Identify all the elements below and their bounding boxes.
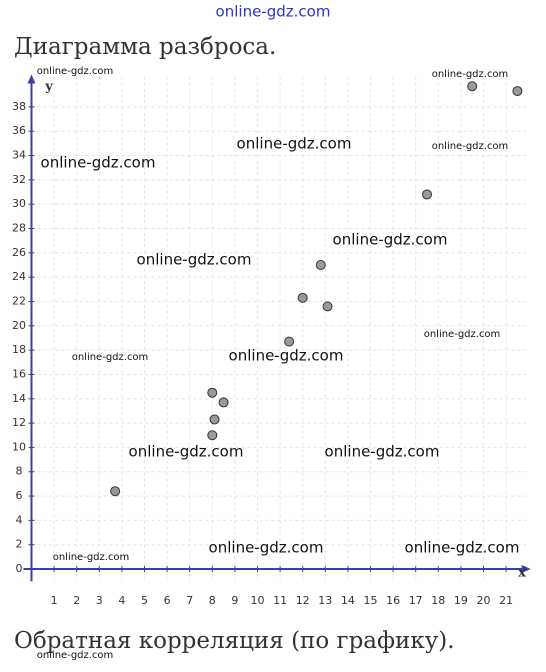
watermarks: online-gdz.com online-gdz.com online-gdz… [37,66,520,661]
y-tick-label: 30 [12,197,26,210]
watermark: online-gdz.com [237,135,352,153]
watermark: online-gdz.com [37,66,114,77]
watermark: online-gdz.com [432,69,509,80]
y-tick-label: 36 [12,124,26,137]
x-tick-label: 9 [231,594,238,607]
x-tick-label: 21 [499,594,513,607]
watermark: online-gdz.com [424,329,501,340]
y-axis-label: y [44,80,53,95]
watermark: online-gdz.com [333,231,448,249]
y-tick-label: 10 [12,440,26,453]
watermark: online-gdz.com [72,352,149,363]
x-tick-label: 11 [273,594,287,607]
header: Диаграмма разброса. [14,34,276,60]
x-tick-label: 6 [164,594,171,607]
x-tick-label: 18 [431,594,445,607]
x-tick-label: 1 [51,594,58,607]
watermark: online-gdz.com [53,552,130,563]
y-tick-label: 4 [16,513,23,526]
y-tick-label: 6 [16,489,23,502]
x-tick-label: 16 [386,594,400,607]
watermark: online-gdz.com [37,650,114,661]
watermark: online-gdz.com [229,347,344,365]
y-tick-label: 2 [16,538,23,551]
x-tick-label: 20 [477,594,491,607]
point [110,486,121,497]
footer: Обратная корреляция (по графику). [14,628,455,654]
watermark: online-gdz.com [405,539,520,557]
y-tick-label: 8 [16,465,23,478]
y-tick-label: 24 [12,270,26,283]
y-tick-label: 26 [12,246,26,259]
y-tick-label: 22 [12,294,26,307]
x-tick-label: 3 [96,594,103,607]
x-tick-label: 5 [141,594,148,607]
y-tick-label: 34 [12,149,26,162]
y-tick-label: 38 [12,100,26,113]
point [207,387,218,398]
y-tick-label: 32 [12,173,26,186]
y-tick-label: 20 [12,319,26,332]
y-axis-arrow [27,74,36,84]
watermark: online-gdz.com [129,443,244,461]
x-tick-label: 7 [186,594,193,607]
point [467,81,478,92]
x-tick-label: 15 [364,594,378,607]
point [512,86,523,97]
point [315,260,326,271]
x-tick-label: 14 [341,594,355,607]
point [422,189,432,200]
x-tick-label: 10 [251,594,265,607]
watermark: online-gdz.com [432,141,509,152]
point [284,336,295,347]
watermark: online-gdz.com [325,443,440,461]
x-tick-label: 8 [209,594,216,607]
y-tick-label: 14 [12,392,26,405]
x-axis-arrow [521,565,531,574]
x-tick-label: 13 [318,594,332,607]
watermark: online-gdz.com [137,251,252,269]
x-tick-label: 12 [296,594,310,607]
point [322,301,333,312]
y-tick-label: 18 [12,343,26,356]
y-tick-label: 12 [12,416,26,429]
point [209,414,220,425]
point [297,292,308,303]
point [218,397,229,408]
x-tick-label: 17 [409,594,423,607]
x-axis-label: x [518,566,526,581]
y-tick-label: 28 [12,222,26,235]
point [207,430,218,441]
y-tick-label: 0 [16,562,23,575]
y-tick-label: 16 [12,367,26,380]
x-tick-label: 2 [73,594,80,607]
x-tick-label: 4 [118,594,125,607]
watermark: online-gdz.com [41,154,156,172]
watermark: online-gdz.com [216,3,331,21]
watermark: online-gdz.com [209,539,324,557]
x-tick-label: 19 [454,594,468,607]
